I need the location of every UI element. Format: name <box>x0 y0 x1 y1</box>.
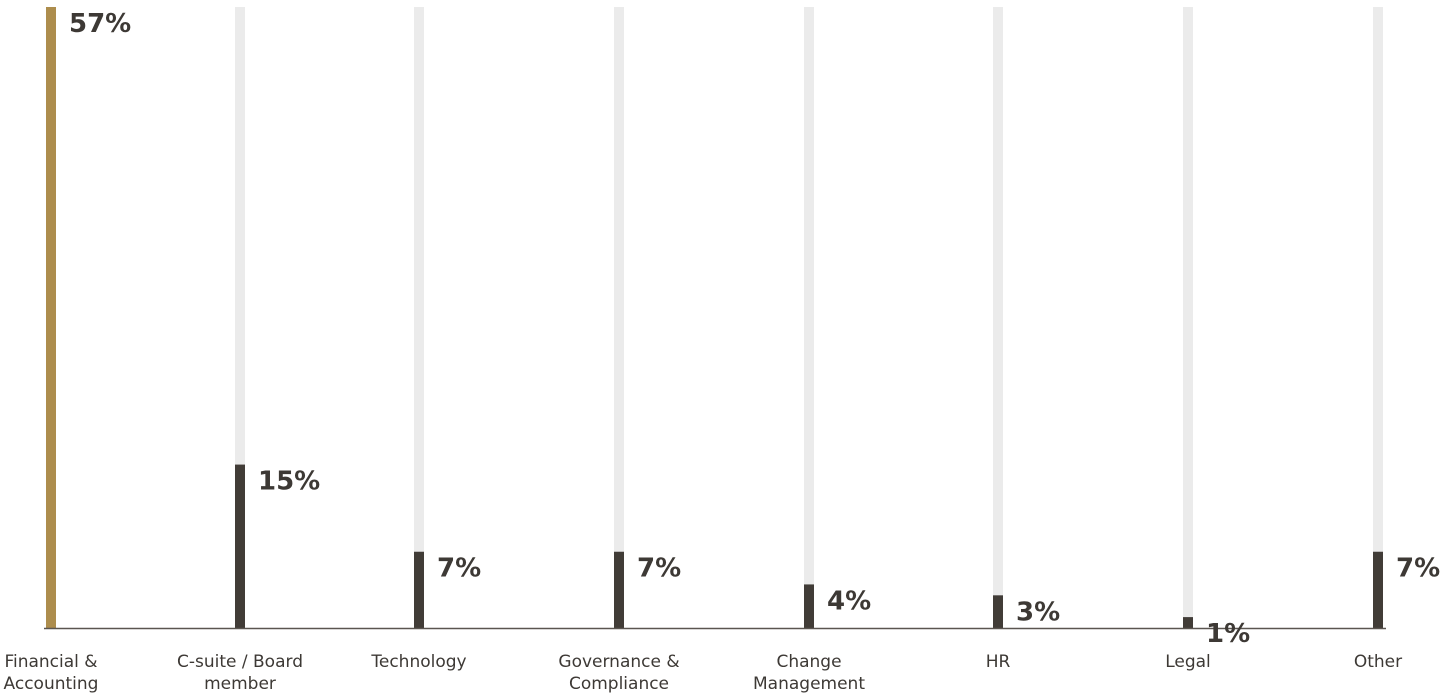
bar <box>1183 617 1193 628</box>
category-label-line: Legal <box>1165 652 1211 672</box>
bar-track <box>993 7 1003 628</box>
category-label: HR <box>986 652 1011 672</box>
value-label: 7% <box>1396 554 1440 584</box>
value-label: 1% <box>1206 619 1250 649</box>
bar-track <box>1373 7 1383 628</box>
bar-track <box>804 7 814 628</box>
bar <box>993 595 1003 628</box>
category-label-line: member <box>204 674 276 694</box>
value-label: 7% <box>437 554 481 584</box>
value-label: 4% <box>827 586 871 616</box>
track-group <box>46 7 1383 628</box>
value-label: 3% <box>1016 597 1060 627</box>
value-label: 57% <box>69 9 131 39</box>
bar <box>1373 551 1383 628</box>
category-label: Change Management <box>753 652 865 694</box>
bar <box>804 584 814 628</box>
bar <box>614 551 624 628</box>
category-label-line: Governance & <box>558 652 679 672</box>
category-label: Governance & Compliance <box>558 652 679 694</box>
category-label-line: Other <box>1354 652 1402 672</box>
bar <box>235 464 245 628</box>
category-label-line: Change <box>776 652 841 672</box>
category-label-line: HR <box>986 652 1011 672</box>
bar-track <box>1183 7 1193 628</box>
category-label-line: Technology <box>370 652 466 672</box>
category-label-line: Financial & <box>4 652 97 672</box>
bar-track <box>235 7 245 628</box>
bar <box>46 7 56 628</box>
bar <box>414 551 424 628</box>
category-label: Other <box>1354 652 1402 672</box>
category-label: Legal <box>1165 652 1211 672</box>
category-label: C-suite / Board member <box>177 652 303 694</box>
category-label: Technology <box>370 652 466 672</box>
value-label-group: 57% 15% 7% 7% 4% 3% 1% 7% <box>69 9 1440 649</box>
category-label-line: Accounting <box>4 674 99 694</box>
bar-track <box>614 7 624 628</box>
category-label-line: Compliance <box>569 674 669 694</box>
value-label: 15% <box>258 467 320 497</box>
category-label-line: Management <box>753 674 865 694</box>
bar-group <box>46 7 1383 628</box>
category-label: Financial & Accounting <box>4 652 99 694</box>
value-label: 7% <box>637 554 681 584</box>
category-label-group: Financial & Accounting C-suite / Board memb… <box>4 652 1403 694</box>
category-label-line: C-suite / Board <box>177 652 303 672</box>
bar-track <box>414 7 424 628</box>
